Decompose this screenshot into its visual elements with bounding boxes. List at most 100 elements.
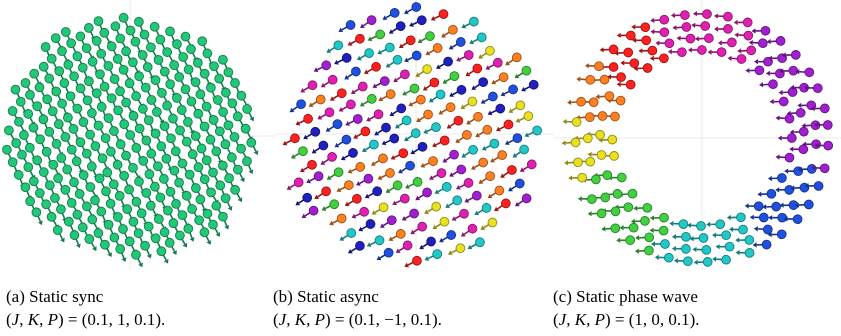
swarmalator-agent bbox=[712, 230, 731, 241]
swarmalator-agent bbox=[803, 83, 823, 94]
swarmalator-agent bbox=[515, 193, 532, 207]
swarmalator-agent bbox=[83, 23, 96, 41]
swarmalator-agent bbox=[442, 71, 460, 84]
swarmalator-agent bbox=[28, 122, 41, 141]
swarmalator-plot-static-async bbox=[276, 0, 554, 270]
swarmalator-agent bbox=[206, 82, 217, 101]
swarmalator-plot-static-phase-wave bbox=[554, 0, 841, 270]
param-k: −1 bbox=[384, 310, 403, 329]
swarmalator-agent bbox=[376, 247, 394, 261]
swarmalator-agent bbox=[607, 72, 626, 82]
swarmalator-agent bbox=[649, 225, 669, 236]
swarmalator-agent bbox=[631, 22, 651, 33]
swarmalator-agent bbox=[336, 180, 354, 193]
swarmalator-agent bbox=[41, 146, 53, 165]
swarmalator-agent bbox=[218, 160, 231, 178]
swarmalator-agent bbox=[417, 31, 435, 44]
swarmalator-agent bbox=[85, 182, 98, 200]
swarmalator-agent bbox=[714, 24, 733, 34]
swarmalator-agent bbox=[311, 140, 329, 154]
swarmalator-agent bbox=[428, 89, 446, 103]
swarmalator-agent bbox=[291, 146, 308, 159]
swarmalator-agent bbox=[385, 54, 403, 68]
swarmalator-agent bbox=[325, 119, 343, 132]
swarmalator-agent bbox=[762, 201, 782, 212]
swarmalator-agent bbox=[779, 200, 799, 210]
swarmalator-agent bbox=[630, 216, 650, 226]
swarmalator-agent bbox=[308, 94, 326, 107]
swarmalator-agent bbox=[405, 177, 423, 189]
swarmalator-agent bbox=[398, 160, 415, 174]
swarmalator-agent bbox=[168, 218, 181, 236]
swarmalator-agent bbox=[777, 133, 797, 143]
caption-c-params: (J, K, P) = (1, 0, 0.1). bbox=[553, 310, 700, 329]
swarmalator-agent bbox=[810, 103, 830, 114]
swarmalator-agent bbox=[442, 149, 459, 163]
param-p: 0.1 bbox=[134, 310, 156, 329]
swarmalator-agent bbox=[404, 2, 422, 15]
swarmalator-agent bbox=[356, 48, 374, 61]
caption-a-params: (J, K, P) = (0.1, 1, 0.1). bbox=[6, 310, 166, 329]
swarmalator-agent bbox=[449, 164, 467, 177]
swarmalator-agent bbox=[429, 168, 447, 180]
swarmalator-agent bbox=[595, 91, 615, 101]
swarmalator-agent bbox=[460, 223, 478, 237]
swarmalator-agent bbox=[576, 74, 596, 85]
swarmalator-agent bbox=[726, 212, 746, 223]
swarmalator-agent bbox=[757, 188, 777, 199]
param-j: 0.1 bbox=[87, 310, 109, 329]
swarmalator-agent bbox=[524, 125, 542, 138]
swarmalator-agent bbox=[163, 205, 176, 223]
swarmalator-agent bbox=[561, 137, 581, 148]
swarmalator-agent bbox=[775, 152, 795, 163]
swarmalator-agent bbox=[649, 53, 669, 64]
swarmalator-agent bbox=[422, 77, 440, 91]
swarmalator-agent bbox=[66, 38, 78, 56]
swarmalator-agent bbox=[744, 201, 764, 212]
swarmalator-agent bbox=[100, 239, 112, 258]
swarmalator-agent bbox=[199, 227, 212, 245]
swarmalator-agent bbox=[162, 100, 175, 118]
swarmalator-agent bbox=[401, 208, 419, 221]
swarmalator-agent bbox=[338, 20, 356, 33]
swarmalator-agent bbox=[432, 135, 450, 148]
swarmalator-agent bbox=[295, 113, 313, 126]
swarmalator-agent bbox=[301, 205, 319, 219]
swarmalator-agent bbox=[377, 168, 395, 180]
swarmalator-agent bbox=[390, 148, 409, 160]
swarmalator-agent bbox=[795, 67, 815, 78]
swarmalator-agent bbox=[474, 203, 492, 216]
swarmalator-agent bbox=[34, 82, 47, 100]
swarmalator-agent bbox=[436, 56, 453, 69]
swarmalator-agent bbox=[164, 237, 177, 256]
swarmalator-agent bbox=[494, 198, 511, 212]
swarmalator-agent bbox=[282, 133, 300, 146]
swarmalator-agent bbox=[568, 172, 588, 183]
caption-b: (b) Static async (J, K, P) = (0.1, −1, 0… bbox=[273, 285, 442, 331]
swarmalator-agent bbox=[455, 130, 472, 143]
swarmalator-agent bbox=[175, 230, 188, 248]
param-j: 1 bbox=[634, 310, 643, 329]
swarmalator-agent bbox=[447, 243, 466, 255]
swarmalator-agent bbox=[616, 235, 636, 245]
swarmalator-agent bbox=[581, 174, 601, 185]
swarmalator-agent bbox=[344, 66, 361, 80]
swarmalator-agent bbox=[601, 223, 621, 234]
swarmalator-agent bbox=[508, 178, 525, 192]
swarmalator-agent bbox=[60, 184, 73, 203]
swarmalator-agent bbox=[404, 50, 422, 63]
caption-b-title: (b) Static async bbox=[273, 287, 379, 306]
swarmalator-agent bbox=[713, 11, 733, 22]
swarmalator-agent bbox=[388, 21, 406, 34]
swarmalator-agent bbox=[515, 111, 534, 123]
swarmalator-agent bbox=[424, 201, 442, 214]
swarmalator-agent bbox=[519, 159, 537, 172]
swarmalator-agent bbox=[651, 239, 670, 249]
swarmalator-agent bbox=[380, 215, 397, 228]
swarmalator-agent bbox=[385, 180, 403, 193]
swarmalator-agent bbox=[78, 117, 91, 135]
swarmalator-agent bbox=[345, 114, 363, 126]
swarmalator-agent bbox=[650, 14, 670, 25]
swarmalator-agent bbox=[300, 80, 318, 93]
swarmalator-agent bbox=[306, 171, 324, 184]
